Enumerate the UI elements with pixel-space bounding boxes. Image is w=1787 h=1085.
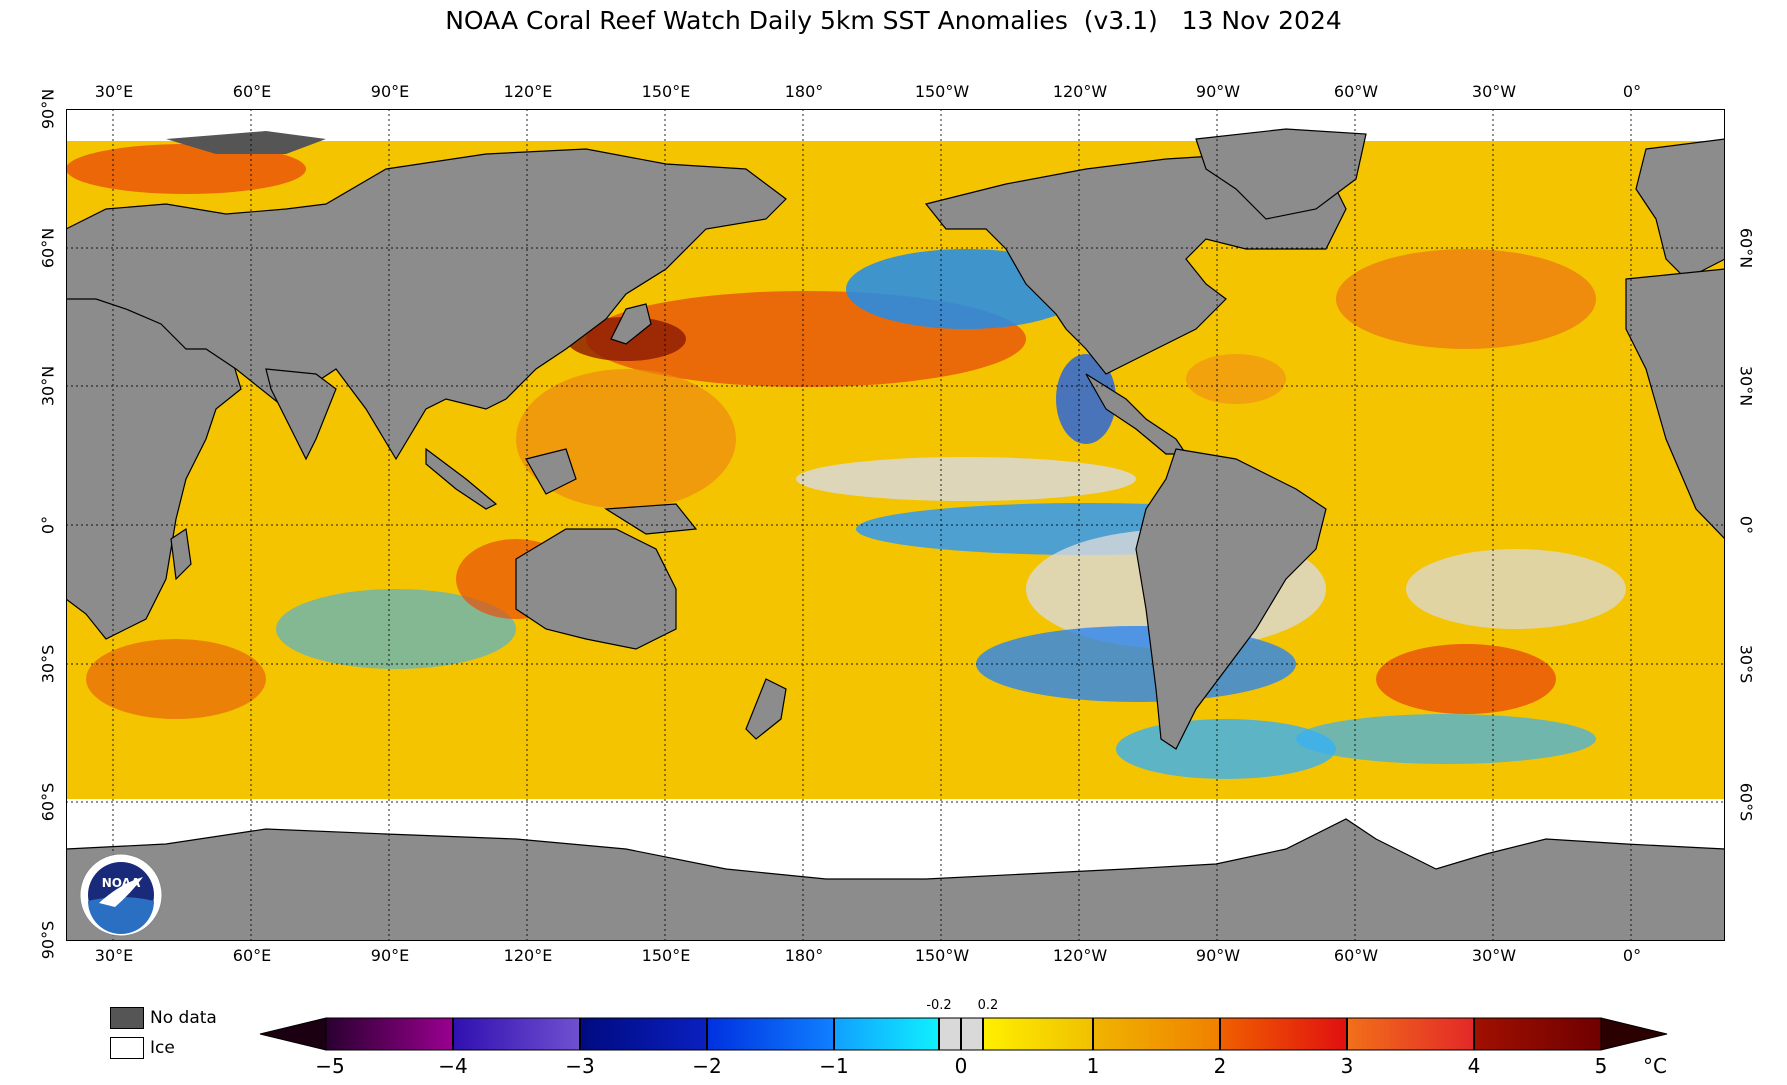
nodata-swatch [110,1007,144,1029]
lon-label-top: 60°W [1333,82,1379,101]
africa-west [1625,268,1725,540]
lon-label-bottom: 60°W [1333,946,1379,965]
ice-swatch [110,1037,144,1059]
s-atlantic-cool [1296,714,1596,764]
anomaly-patches [66,144,1626,779]
colorbar-tick: 0 [954,1054,968,1078]
lon-label-top: 90°W [1195,82,1241,101]
lon-label-bottom: 150°E [641,946,691,965]
lat-label-left: 90°S [38,920,58,960]
lon-label-bottom: 60°E [232,946,272,965]
lon-label-top: 60°E [232,82,272,101]
antarctica [66,818,1725,941]
gulf-warm [1186,354,1286,404]
lat-label-right: 60°N [1736,227,1756,269]
colorbar-tick: −2 [692,1054,722,1078]
lon-label-top: 30°W [1471,82,1517,101]
greenland [1195,128,1367,220]
barents-warm [66,144,306,194]
sumatra [425,447,498,510]
ice-label: Ice [150,1038,175,1058]
lon-label-top: 150°E [641,82,691,101]
lon-label-bottom: 180° [784,946,824,965]
lon-label-bottom: 150°W [914,946,970,965]
australia [515,528,677,650]
lon-label-top: 90°E [370,82,410,101]
lon-label-top: 120°W [1052,82,1108,101]
s-atlantic-warm [1376,644,1556,714]
nodata-label: No data [150,1008,217,1028]
map-title: NOAA Coral Reef Watch Daily 5km SST Anom… [445,6,1342,35]
lon-label-bottom: 30°W [1471,946,1517,965]
lon-label-top: 0° [1622,82,1642,101]
lon-label-bottom: 120°E [503,946,553,965]
colorbar-tick: −4 [438,1054,468,1078]
lon-label-bottom: 0° [1622,946,1642,965]
colorbar-tick: 3 [1340,1054,1354,1078]
colorbar-unit: °C [1643,1054,1667,1078]
noaa-logo: NOAA [79,853,163,937]
ne-pacific-cool-2 [1056,354,1116,444]
colorbar-tick: −5 [315,1054,345,1078]
lat-label-left: 60°S [38,782,58,822]
new-guinea [604,503,698,535]
eurasia [66,148,787,461]
lat-label-left: 30°N [38,365,58,407]
india [265,368,337,461]
equatorial-neutral [796,457,1136,501]
map-frame [66,109,1725,941]
graticule [66,109,1725,941]
south-pacific-cool [1116,719,1336,779]
lon-label-top: 180° [784,82,824,101]
lon-label-bottom: 90°W [1195,946,1241,965]
borneo [525,448,577,495]
madagascar [170,527,192,581]
lat-label-left: 60°N [38,227,58,269]
lat-label-left: 0° [38,515,58,535]
indian-cool [276,589,516,669]
colorbar-inner-tick: -0.2 [926,998,952,1013]
sw-indian-warm [86,639,266,719]
s-atlantic-neutral [1406,549,1626,629]
lat-label-right: 60°S [1736,782,1756,822]
colorbar-low-arrow [259,1017,327,1051]
colorbar-inner-tick: 0.2 [977,998,999,1013]
lon-label-top: 30°E [94,82,134,101]
colorbar-tick: 4 [1467,1054,1481,1078]
n-atlantic-warm [1336,249,1596,349]
colorbar-tick: 5 [1594,1054,1608,1078]
japan [610,303,652,345]
sst-anomaly-map [66,109,1725,941]
colorbar-tick: −1 [819,1054,849,1078]
europe-west [1635,138,1725,280]
nodata-patch [166,131,326,154]
lon-label-top: 150°W [914,82,970,101]
noaa-logo-text: NOAA [102,876,141,890]
colorbar-tick: 1 [1086,1054,1100,1078]
south-america [1135,448,1327,750]
lon-label-bottom: 120°W [1052,946,1108,965]
lat-label-left: 30°S [38,644,58,684]
lat-label-left: 90°N [38,88,58,130]
new-zealand [745,678,787,740]
land [66,128,1725,941]
lon-label-bottom: 90°E [370,946,410,965]
lat-label-right: 30°N [1736,365,1756,407]
arctic-nodata [66,109,1725,141]
lat-label-right: 30°S [1736,644,1756,684]
lon-label-bottom: 30°E [94,946,134,965]
lat-label-right: 0° [1736,515,1756,535]
lon-label-top: 120°E [503,82,553,101]
colorbar-high-arrow [1600,1017,1668,1051]
colorbar-tick: −3 [565,1054,595,1078]
colorbar-tick: 2 [1213,1054,1227,1078]
